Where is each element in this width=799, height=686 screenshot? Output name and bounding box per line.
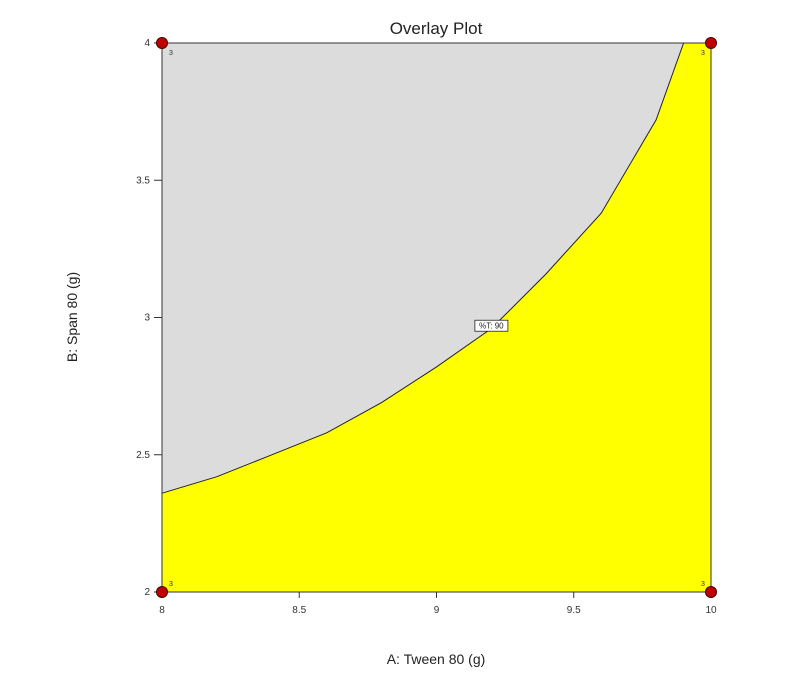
design-point-0 (156, 586, 168, 598)
y-axis-title: B: Span 80 (g) (64, 272, 80, 362)
y-tick-label-3: 3.5 (136, 175, 150, 186)
x-axis-title: A: Tween 80 (g) (387, 651, 486, 667)
design-point-count-3: 3 (701, 50, 705, 57)
design-point-2 (705, 586, 717, 598)
y-axis: 2 2.5 3 3.5 4 (136, 38, 162, 598)
chart-title: Overlay Plot (390, 19, 483, 38)
design-point-count-2: 3 (701, 581, 705, 588)
contour-line-90 (161, 42, 685, 494)
design-points: 3 3 3 3 (156, 37, 717, 598)
feasible-region (162, 43, 711, 592)
x-tick-label-4: 10 (705, 605, 717, 616)
x-axis: 8 8.5 9 9.5 10 (159, 592, 717, 616)
y-tick-label-4: 4 (144, 38, 150, 49)
contour-label-box (474, 319, 509, 332)
contour-label-text: %T: 90 (479, 322, 504, 331)
x-tick-label-0: 8 (159, 605, 165, 616)
x-tick-label-3: 9.5 (567, 605, 581, 616)
design-point-count-1: 3 (169, 50, 173, 57)
plot-area (161, 42, 712, 593)
contour-label: %T: 90 (474, 319, 509, 332)
design-point-3 (705, 37, 717, 49)
x-tick-label-2: 9 (434, 605, 440, 616)
y-tick-label-0: 2 (144, 587, 150, 598)
design-point-1 (156, 37, 168, 49)
x-tick-label-1: 8.5 (292, 605, 306, 616)
y-tick-label-2: 3 (144, 313, 150, 324)
y-tick-label-1: 2.5 (136, 450, 150, 461)
design-point-count-0: 3 (169, 581, 173, 588)
infeasible-region (162, 43, 684, 494)
